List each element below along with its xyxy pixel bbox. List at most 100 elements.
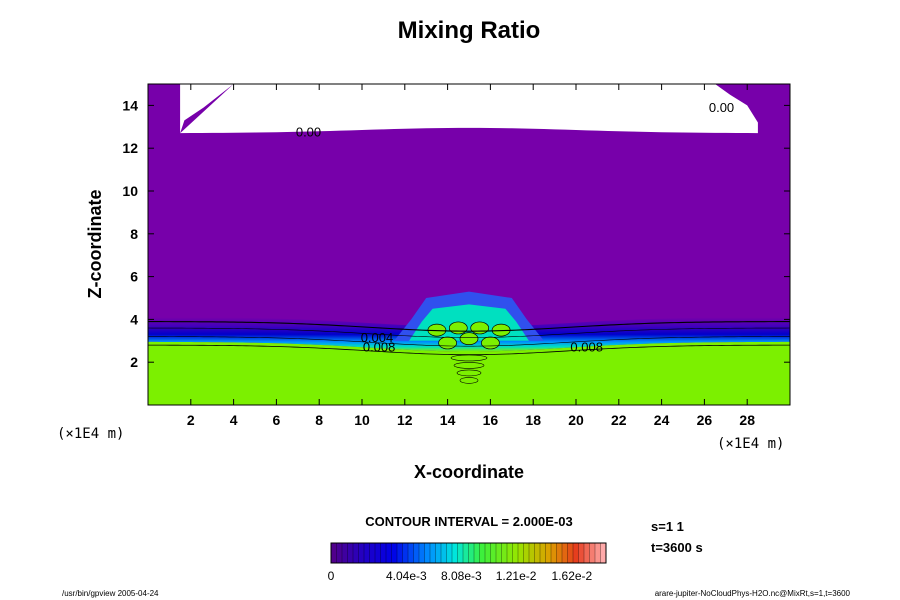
colorbar-tick-label: 8.08e-3 <box>441 569 482 583</box>
x-tick-label: 22 <box>611 412 627 428</box>
contour-label: 0.00 <box>709 100 734 115</box>
colorbar-swatch <box>385 542 392 564</box>
contour-label: 0.008 <box>363 340 396 355</box>
colorbar-swatch <box>545 542 552 564</box>
colorbar-tick-label: 1.21e-2 <box>496 569 537 583</box>
colorbar-swatch <box>380 542 387 564</box>
colorbar <box>330 542 607 564</box>
x-unit-left: (×1E4 m) <box>57 426 124 442</box>
colorbar-swatch <box>424 542 431 564</box>
colorbar-swatch <box>561 542 568 564</box>
colorbar-swatch <box>484 542 491 564</box>
colorbar-swatch <box>517 542 524 564</box>
contour-line <box>148 327 790 338</box>
y-tick-label: 6 <box>130 269 138 285</box>
colorbar-swatch <box>528 542 535 564</box>
colorbar-swatch <box>418 542 425 564</box>
colorbar-swatch <box>457 542 464 564</box>
colorbar-swatch <box>523 542 530 564</box>
y-tick-label: 4 <box>130 311 138 327</box>
plume-ring <box>459 377 479 384</box>
colorbar-swatch <box>352 542 359 564</box>
colorbar-swatch <box>495 542 502 564</box>
x-tick-label: 18 <box>525 412 541 428</box>
x-tick-label: 26 <box>697 412 713 428</box>
colorbar-swatch <box>550 542 557 564</box>
colorbar-swatch <box>567 542 574 564</box>
x-tick-label: 10 <box>354 412 370 428</box>
y-tick-label: 2 <box>130 354 138 370</box>
y-tick-label: 14 <box>122 97 138 113</box>
plume-cell <box>438 336 457 350</box>
x-tick-label: 14 <box>440 412 456 428</box>
plume-cell <box>481 336 500 350</box>
colorbar-swatch <box>539 542 546 564</box>
contour-label: 0.004 <box>361 330 394 345</box>
colorbar-tick-label: 0 <box>328 569 335 583</box>
colorbar-swatch <box>556 542 563 564</box>
contour-line <box>148 344 790 356</box>
colorbar-swatch <box>594 542 601 564</box>
colorbar-swatch <box>347 542 354 564</box>
colorbar-swatch <box>572 542 579 564</box>
colorbar-tick-labels: 0 4.04e-3 8.08e-3 1.21e-2 1.62e-2 <box>328 569 593 583</box>
x-tick-label: 4 <box>230 412 238 428</box>
chart-title: Mixing Ratio <box>398 17 541 44</box>
colorbar-swatch <box>369 542 376 564</box>
x-unit-right: (×1E4 m) <box>717 436 784 452</box>
x-axis-label: X-coordinate <box>414 462 524 482</box>
x-tick-label: 24 <box>654 412 670 428</box>
x-tick-label: 20 <box>568 412 584 428</box>
plume-cell <box>459 332 479 346</box>
colorbar-swatch <box>330 542 337 564</box>
colorbar-swatch <box>589 542 596 564</box>
colorbar-swatch <box>600 542 607 564</box>
plume-cell <box>448 321 468 335</box>
colorbar-swatch <box>336 542 343 564</box>
x-axis: 2 4 6 8 10 12 14 16 18 20 22 24 26 28 <box>187 84 755 428</box>
colorbar-swatch <box>534 542 541 564</box>
colorbar-swatch <box>446 542 453 564</box>
colorbar-swatch <box>468 542 475 564</box>
colorbar-swatch <box>462 542 469 564</box>
plume-cell <box>470 321 490 335</box>
colorbar-swatch <box>413 542 420 564</box>
footer-right: arare-jupiter-NoCloudPhys-H2O.nc@MixRt,s… <box>655 589 851 598</box>
colorbar-swatch <box>396 542 403 564</box>
colorbar-frame <box>330 542 607 564</box>
slice-info: s=1 1 <box>651 519 684 534</box>
colorbar-tick-label: 1.62e-2 <box>552 569 593 583</box>
x-tick-label: 2 <box>187 412 195 428</box>
x-tick-label: 28 <box>739 412 755 428</box>
x-tick-label: 16 <box>483 412 499 428</box>
colorbar-swatch <box>402 542 409 564</box>
colorbar-swatch <box>374 542 381 564</box>
colorbar-swatch <box>501 542 508 564</box>
contour-label: 0.008 <box>570 340 603 355</box>
plume-ring <box>453 362 485 369</box>
x-tick-label: 6 <box>273 412 281 428</box>
y-axis-label: Z-coordinate <box>85 189 105 298</box>
time-info: t=3600 s <box>651 540 703 555</box>
x-tick-label: 12 <box>397 412 413 428</box>
contour-lines <box>148 321 790 356</box>
y-tick-label: 8 <box>130 226 138 242</box>
plot-frame <box>147 83 791 406</box>
y-axis: 2 4 6 8 10 12 14 <box>122 97 790 370</box>
colorbar-swatch <box>363 542 370 564</box>
colorbar-swatch <box>479 542 486 564</box>
colorbar-swatch <box>506 542 513 564</box>
contour-line <box>148 336 790 347</box>
colorbar-swatch <box>578 542 585 564</box>
colorbar-swatch <box>473 542 480 564</box>
upper-left-corner-fill <box>180 84 234 134</box>
colorbar-swatch <box>429 542 436 564</box>
colorbar-swatch <box>358 542 365 564</box>
colorbar-tick-label: 4.04e-3 <box>386 569 427 583</box>
colorbar-swatch <box>583 542 590 564</box>
contour-label: 0.00 <box>296 124 321 139</box>
x-tick-label: 8 <box>315 412 323 428</box>
